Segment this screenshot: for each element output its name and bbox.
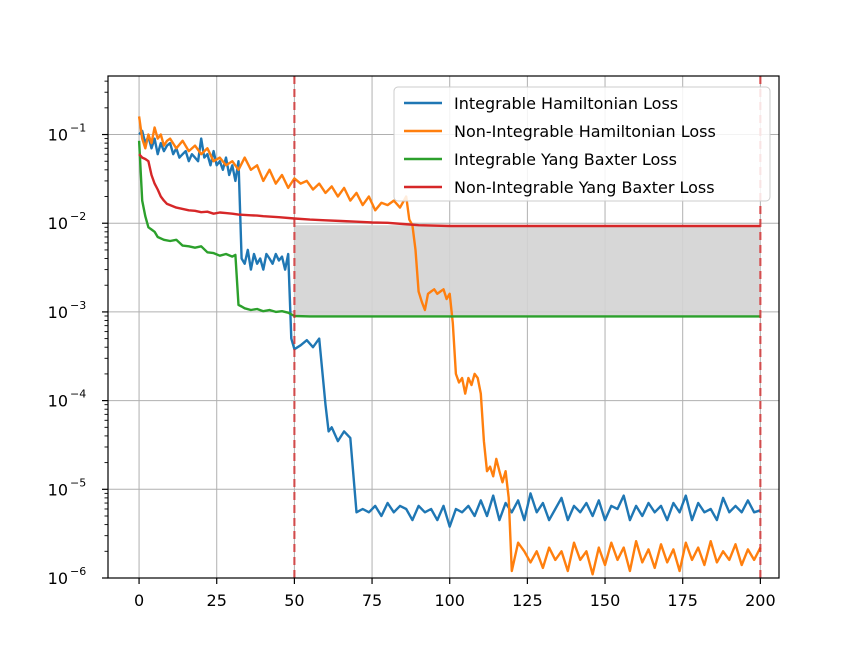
y-tick-label: 10 <box>48 480 68 499</box>
y-tick-label-exponent: −2 <box>70 210 86 223</box>
shaded-band <box>294 225 761 316</box>
x-tick-label: 25 <box>207 591 227 610</box>
x-tick-label: 200 <box>745 591 776 610</box>
y-tick-label-exponent: −1 <box>70 122 86 135</box>
legend-label: Non-Integrable Yang Baxter Loss <box>454 178 715 197</box>
x-tick-label: 150 <box>590 591 621 610</box>
y-tick-label-exponent: −5 <box>70 476 86 489</box>
y-tick-label-exponent: −6 <box>70 565 86 578</box>
y-tick-label: 10 <box>48 303 68 322</box>
x-tick-label: 175 <box>667 591 698 610</box>
series-line-1 <box>138 129 761 528</box>
y-tick-label: 10 <box>48 214 68 233</box>
legend-label: Integrable Yang Baxter Loss <box>454 150 677 169</box>
series-line-3 <box>137 140 761 318</box>
y-tick-label: 10 <box>48 126 68 145</box>
x-tick-label: 50 <box>284 591 304 610</box>
legend-box <box>393 86 771 202</box>
series-layer <box>137 116 762 576</box>
y-tick-label: 10 <box>48 392 68 411</box>
shaded-band-layer <box>294 225 761 316</box>
series-line-2 <box>137 116 762 576</box>
x-tick-label: 0 <box>134 591 144 610</box>
y-tick-label-exponent: −4 <box>70 388 86 401</box>
legend-label: Non-Integrable Hamiltonian Loss <box>454 122 716 141</box>
y-tick-label-exponent: −3 <box>70 299 86 312</box>
legend-label: Integrable Hamiltonian Loss <box>454 94 678 113</box>
axes: 0 25 50 75 100 125 150 175 20010−610−510−410−310… <box>48 75 780 610</box>
plot-frame <box>107 75 780 579</box>
x-tick-label: 75 <box>362 591 382 610</box>
x-tick-label: 125 <box>512 591 543 610</box>
legend: Integrable Hamiltonian Loss Non-Integrabl… <box>393 86 771 202</box>
series-line-4 <box>138 153 761 228</box>
x-tick-label: 100 <box>434 591 465 610</box>
y-tick-label: 10 <box>48 569 68 588</box>
